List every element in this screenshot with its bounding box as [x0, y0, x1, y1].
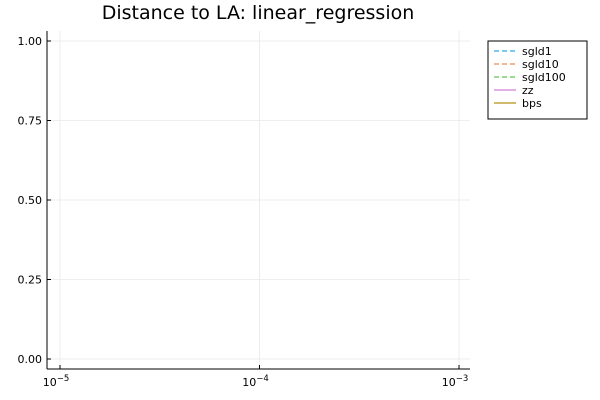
- x-tick-label: 10−3: [442, 374, 469, 389]
- y-tick-label: 1.00: [18, 35, 43, 48]
- legend-label-zz: zz: [522, 84, 534, 97]
- grid-lines: [47, 31, 470, 369]
- y-tick-label: 0.25: [18, 274, 43, 287]
- y-tick-label: 0.50: [18, 194, 43, 207]
- legend-label-sgld10: sgld10: [522, 58, 559, 71]
- x-tick-label: 10−4: [242, 374, 269, 389]
- chart-title: Distance to LA: linear_regression: [102, 2, 415, 24]
- y-tick-label: 0.00: [18, 353, 43, 366]
- axes: 10−5 10−4 10−3 0.00 0.25 0.50 0.75 1.00: [18, 31, 470, 389]
- y-tick-label: 0.75: [18, 115, 43, 128]
- legend-label-sgld1: sgld1: [522, 45, 552, 58]
- legend-label-bps: bps: [522, 97, 542, 110]
- legend-label-sgld100: sgld100: [522, 71, 566, 84]
- legend-box: [487, 40, 588, 120]
- x-tick-label: 10−5: [43, 374, 70, 389]
